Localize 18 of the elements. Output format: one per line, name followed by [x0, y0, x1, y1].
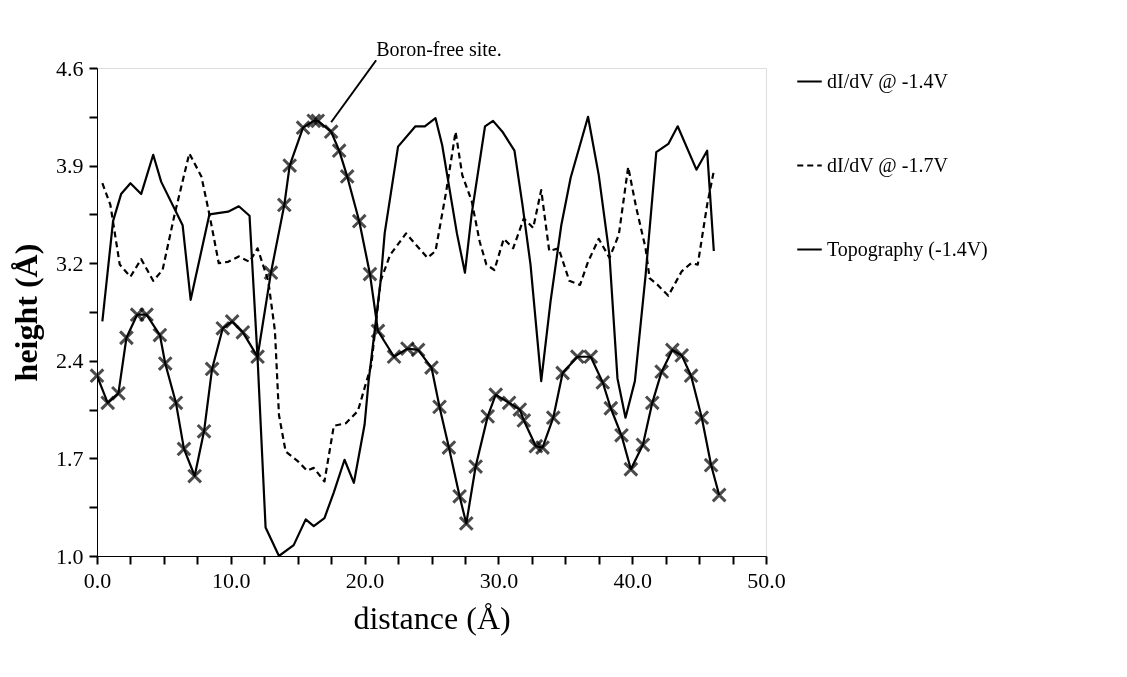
y-tick-label: 3.2	[56, 250, 84, 276]
x-tick-label: 30.0	[479, 567, 519, 593]
legend-label: dI/dV @ -1.7V	[827, 153, 949, 177]
x-axis-title: distance (Å)	[353, 599, 511, 636]
x-tick-label: 0.0	[83, 567, 112, 593]
x-tick-label: 40.0	[613, 567, 652, 593]
y-tick-label: 4.6	[56, 55, 84, 81]
y-tick-label: 2.4	[56, 348, 84, 374]
legend-label: Topography (-1.4V)	[827, 237, 988, 261]
x-tick-label: 50.0	[747, 567, 786, 593]
x-tick-label: 20.0	[345, 567, 385, 593]
annotation: Boron-free site.	[376, 38, 502, 61]
y-axis-title: height (Å)	[8, 243, 44, 382]
y-tick-label: 3.9	[56, 153, 84, 179]
y-tick-label: 1.7	[56, 445, 84, 471]
y-tick-label: 1.0	[56, 543, 84, 569]
x-tick-label: 10.0	[212, 567, 251, 593]
legend-label: dI/dV @ -1.4V	[827, 69, 949, 93]
